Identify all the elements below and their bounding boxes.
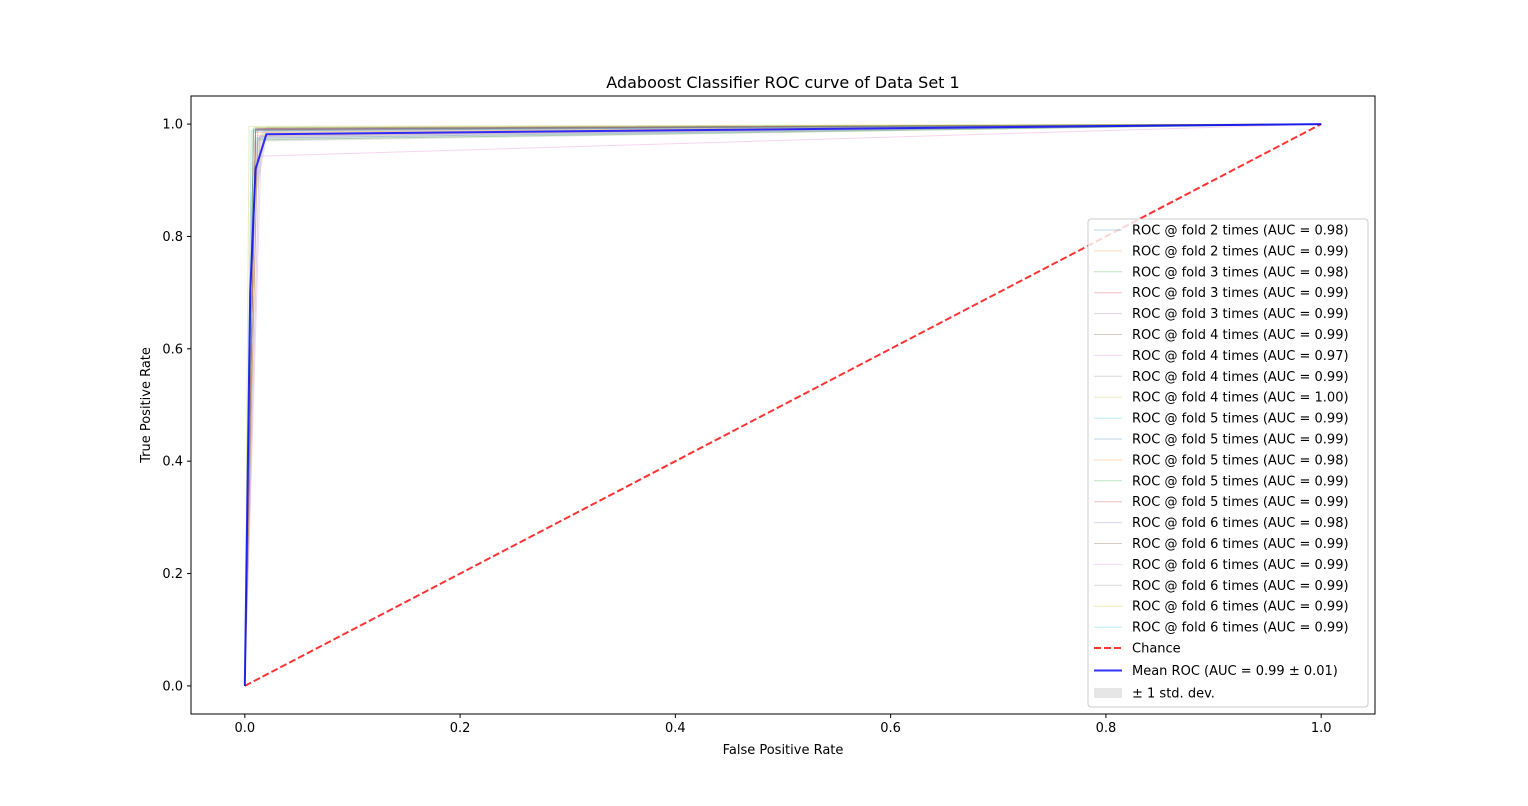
legend-label-fold-5: ROC @ fold 3 times (AUC = 0.99) — [1132, 307, 1349, 322]
legend-label-fold-10: ROC @ fold 5 times (AUC = 0.99) — [1132, 412, 1349, 427]
legend-label-fold-6: ROC @ fold 4 times (AUC = 0.99) — [1132, 328, 1349, 343]
y-tick-label: 0.4 — [162, 455, 183, 470]
y-tick-label: 0.6 — [162, 342, 183, 357]
legend-label-fold-2: ROC @ fold 2 times (AUC = 0.99) — [1132, 244, 1349, 259]
roc-fold-line-5 — [244, 123, 1322, 686]
legend-label-fold-1: ROC @ fold 2 times (AUC = 0.98) — [1132, 224, 1349, 239]
legend-handle-std-dev — [1094, 688, 1122, 698]
legend-label-fold-9: ROC @ fold 4 times (AUC = 1.00) — [1132, 391, 1349, 406]
legend-label-fold-12: ROC @ fold 5 times (AUC = 0.98) — [1132, 453, 1349, 468]
chance-line — [244, 123, 1322, 687]
mean-roc-line — [243, 123, 1322, 686]
legend: ROC @ fold 2 times (AUC = 0.98) ROC @ fol… — [1087, 218, 1369, 708]
roc-fold-line-3 — [244, 123, 1322, 686]
roc-fold-line-14 — [244, 123, 1322, 686]
legend-label-fold-14: ROC @ fold 5 times (AUC = 0.99) — [1132, 495, 1349, 510]
legend-label-fold-3: ROC @ fold 3 times (AUC = 0.98) — [1132, 265, 1349, 280]
plot-area — [243, 123, 1322, 687]
roc-fold-line-1 — [244, 123, 1322, 686]
legend-label-fold-7: ROC @ fold 4 times (AUC = 0.97) — [1132, 349, 1349, 364]
legend-label-fold-16: ROC @ fold 6 times (AUC = 0.99) — [1132, 537, 1349, 552]
legend-label-fold-19: ROC @ fold 6 times (AUC = 0.99) — [1132, 600, 1349, 615]
roc-fold-line-4 — [244, 123, 1322, 686]
y-tick-label: 0.0 — [162, 679, 183, 694]
x-tick-label: 0.0 — [234, 721, 255, 736]
roc-fold-line-11 — [244, 123, 1322, 686]
x-tick-label: 0.6 — [880, 721, 901, 736]
roc-fold-line-16 — [244, 123, 1322, 686]
axes-frame — [190, 95, 1376, 715]
y-tick-label: 1.0 — [162, 118, 183, 133]
legend-label-mean-roc: Mean ROC (AUC = 0.99 ± 0.01) — [1132, 664, 1338, 679]
legend-box — [1087, 218, 1369, 708]
legend-label-chance: Chance — [1132, 642, 1181, 657]
x-tick-label: 0.8 — [1096, 721, 1117, 736]
roc-fold-line-9 — [244, 123, 1322, 686]
x-tick-label: 0.4 — [665, 721, 686, 736]
legend-label-fold-15: ROC @ fold 6 times (AUC = 0.98) — [1132, 516, 1349, 531]
legend-label-fold-17: ROC @ fold 6 times (AUC = 0.99) — [1132, 558, 1349, 573]
axes: 0.0 0.2 0.4 0.6 0.8 1.0 0.0 0.2 0.4 0.6 0.8 1.0 — [162, 95, 1376, 736]
x-tick-label: 0.2 — [450, 721, 471, 736]
roc-fold-line-19 — [244, 123, 1322, 686]
roc-fold-line-8 — [244, 123, 1322, 686]
x-tick-label: 1.0 — [1311, 721, 1332, 736]
roc-fold-line-6 — [244, 123, 1322, 686]
legend-label-fold-18: ROC @ fold 6 times (AUC = 0.99) — [1132, 579, 1349, 594]
legend-label-fold-4: ROC @ fold 3 times (AUC = 0.99) — [1132, 286, 1349, 301]
legend-label-std-dev: ± 1 std. dev. — [1132, 687, 1215, 702]
legend-label-fold-20: ROC @ fold 6 times (AUC = 0.99) — [1132, 621, 1349, 636]
x-axis-label: False Positive Rate — [723, 743, 844, 758]
legend-label-fold-13: ROC @ fold 5 times (AUC = 0.99) — [1132, 474, 1349, 489]
y-axis-label: True Positive Rate — [139, 347, 154, 464]
y-tick-label: 0.2 — [162, 567, 183, 582]
y-tick-label: 0.8 — [162, 230, 183, 245]
legend-label-fold-11: ROC @ fold 5 times (AUC = 0.99) — [1132, 433, 1349, 448]
chart-title: Adaboost Classifier ROC curve of Data Se… — [606, 73, 959, 92]
roc-fold-line-17 — [244, 123, 1322, 686]
legend-label-fold-8: ROC @ fold 4 times (AUC = 0.99) — [1132, 370, 1349, 385]
roc-fold-line-7 — [244, 123, 1322, 686]
